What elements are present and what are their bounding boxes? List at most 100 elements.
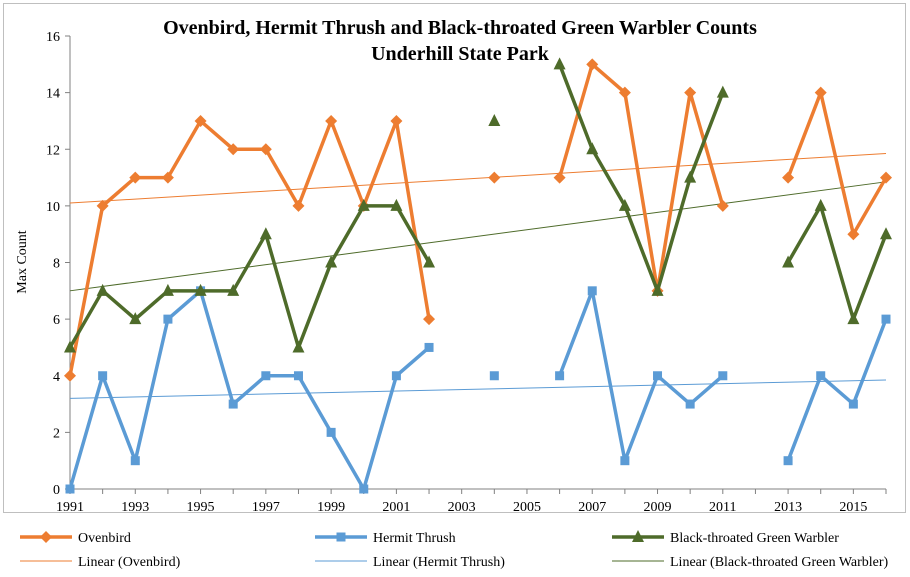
series-ovenbird [64,58,892,382]
legend: Ovenbird Hermit Thrush Black-throated Gree… [20,530,889,570]
data-point [424,342,434,352]
data-point [814,86,827,99]
data-point [684,170,697,183]
series-line [557,289,724,463]
data-point [814,198,827,211]
y-tick-label: 0 [53,483,60,498]
series-line [786,90,888,236]
data-point [390,114,403,127]
data-point [96,283,109,296]
data-point [161,171,174,184]
data-point [847,312,860,325]
x-tick-label: 2003 [448,500,476,515]
data-point [227,143,240,156]
legend-marker [40,531,52,543]
data-point [553,171,566,184]
data-point [880,171,892,184]
data-point [64,340,76,353]
y-tick-label: 4 [53,370,60,385]
x-tick-label: 2005 [513,500,541,515]
legend-label: Black-throated Green Warbler [670,531,839,546]
x-tick-label: 2001 [382,500,410,515]
axes: 0 2 4 6 8 10 12 14 16 1991 1993 1995 1997 1999 2001 200… [46,30,887,515]
data-point [848,399,858,409]
legend-marker [336,532,346,542]
data-point [326,427,336,437]
data-point [359,484,369,494]
data-point [653,371,663,381]
x-tick-label: 1995 [187,500,215,515]
data-point [194,114,207,127]
series-line [557,63,725,293]
series-line [557,62,725,293]
data-point [423,313,436,326]
data-point [716,199,729,212]
data-point [782,255,795,268]
y-tick-label: 16 [46,30,60,45]
data-point [586,142,599,155]
x-tick-label: 2015 [839,500,867,515]
series-line [786,318,888,462]
chart-frame [3,3,906,513]
data-point [488,113,501,126]
data-point [325,255,338,268]
data-point [684,86,697,99]
data-point [782,171,795,184]
legend-label: Hermit Thrush [373,531,456,546]
data-point [292,340,305,353]
legend-label: Linear (Hermit Thrush) [373,555,505,570]
x-tick-label: 1997 [252,500,280,515]
data-point [161,283,174,296]
data-point [685,399,695,409]
y-axis-title: Max Count [15,230,30,294]
x-tick-label: 2013 [774,500,802,515]
legend-label: Linear (Black-throated Green Warbler) [670,555,889,570]
data-point [816,371,826,381]
trendlines [69,152,887,399]
y-tick-label: 10 [46,200,60,215]
y-tick-label: 8 [53,257,60,272]
legend-label: Ovenbird [78,531,131,546]
data-point [129,312,142,325]
x-tick-label: 1991 [56,500,84,515]
y-tick-label: 12 [46,143,60,158]
data-point [357,198,370,211]
series-line [786,204,888,321]
data-point [586,58,599,71]
x-tick-label: 2009 [644,500,672,515]
series-group [64,57,892,494]
data-point [293,371,303,381]
data-point [130,456,140,466]
x-tick-label: 1993 [121,500,149,515]
data-point [553,57,566,70]
data-point [881,314,891,324]
series-line [68,204,431,350]
trendline [69,152,887,204]
data-point [555,371,565,381]
chart-title: Ovenbird, Hermit Thrush and Black-throat… [163,17,757,39]
chart-subtitle: Underhill State Park [371,43,550,65]
data-point [292,199,305,212]
data-point [423,255,436,268]
series-line [68,119,431,377]
trendline [69,181,887,292]
series-line [68,289,431,491]
data-point [129,171,142,184]
data-point [587,286,597,296]
data-point [716,85,729,98]
series-black-throated-green-warbler [64,57,892,353]
trendline [69,379,887,399]
data-point [227,283,240,296]
data-point [96,199,109,212]
data-point [194,283,207,296]
data-point [618,198,631,211]
x-tick-label: 1999 [317,500,345,515]
data-point [488,171,501,184]
data-point [261,371,271,381]
data-point [390,198,403,211]
data-point [98,371,108,381]
y-tick-label: 6 [53,313,60,328]
data-point [489,371,499,381]
data-point [259,227,272,240]
